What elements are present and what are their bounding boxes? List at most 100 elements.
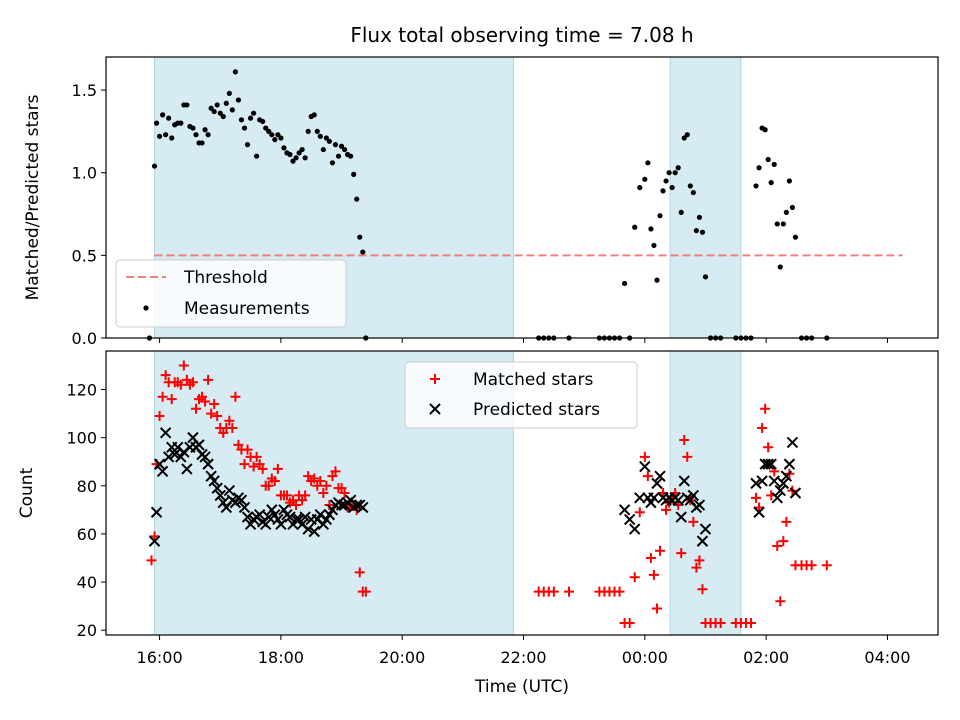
legend-predicted-label: Predicted stars: [473, 400, 600, 420]
predicted-point: [618, 504, 631, 516]
predicted-point: [153, 458, 166, 470]
measurement-point: [305, 128, 311, 134]
measurement-point: [260, 118, 266, 125]
matched-point: [548, 586, 559, 597]
measurement-point: [690, 189, 696, 196]
matched-point: [806, 560, 817, 571]
measurement-point: [302, 155, 308, 161]
measurement-point: [777, 264, 783, 270]
predicted-point: [634, 492, 646, 504]
measurement-point: [269, 132, 275, 138]
measurement-point: [156, 133, 163, 139]
measurement-point: [666, 170, 672, 176]
legend-predicted-swatch: [429, 403, 441, 415]
measurement-point: [663, 178, 669, 184]
measurement-point: [675, 165, 681, 171]
matched-point: [634, 507, 645, 518]
y-tick-label: 120: [66, 381, 97, 400]
matched-point: [321, 480, 332, 491]
predicted-point: [181, 463, 193, 475]
matched-point: [224, 415, 235, 426]
y-tick-label: 100: [66, 429, 97, 448]
x-tick-label: 00:00: [622, 648, 668, 667]
matched-point: [339, 488, 350, 498]
matched-point: [315, 475, 326, 486]
measurement-point: [208, 105, 214, 111]
matched-point: [642, 471, 653, 482]
measurement-point: [266, 128, 272, 134]
predicted-point: [263, 511, 275, 523]
measurement-point: [317, 133, 323, 139]
measurement-point: [762, 127, 768, 133]
measurement-point: [211, 108, 217, 115]
predicted-point: [648, 492, 660, 504]
measurement-point: [632, 224, 638, 230]
measurement-point: [323, 135, 329, 141]
measurement-point: [190, 125, 196, 131]
measurement-point: [642, 176, 648, 182]
matched-point: [154, 410, 165, 421]
legend: Threshold Measurements: [115, 259, 347, 328]
predicted-point: [275, 518, 287, 530]
measurement-point: [354, 196, 360, 202]
predicted-point: [651, 477, 663, 490]
predicted-point: [780, 470, 793, 482]
matched-point: [269, 475, 280, 486]
measurement-point: [783, 209, 789, 215]
legend-box: [404, 361, 638, 429]
matched-point: [679, 435, 690, 446]
predicted-point: [148, 535, 161, 547]
predicted-point: [214, 489, 226, 502]
measurement-point: [296, 150, 302, 156]
measurement-point: [681, 135, 687, 141]
matched-point: [564, 586, 575, 597]
predicted-point: [351, 499, 363, 511]
predicted-point: [208, 475, 220, 487]
predicted-point: [223, 484, 236, 497]
measurement-point: [202, 127, 208, 133]
matched-point: [639, 451, 650, 462]
matched-point: [251, 451, 262, 462]
y-tick-label: 80: [77, 477, 97, 496]
measurement-point: [332, 142, 339, 148]
predicted-point: [335, 499, 348, 511]
matched-point: [629, 572, 640, 583]
measurement-point: [241, 125, 248, 131]
measurement-point: [205, 132, 211, 138]
matched-point: [230, 391, 241, 402]
matched-point: [257, 463, 268, 474]
measurement-point: [765, 156, 771, 163]
measurement-point: [250, 110, 257, 116]
measurement-point: [254, 153, 260, 159]
measurement-point: [178, 120, 184, 126]
x-tick-label: 16:00: [137, 648, 183, 667]
predicted-point: [672, 494, 684, 506]
legend: Matched stars Predicted stars: [404, 361, 638, 429]
y-tick-label: 1.0: [72, 164, 97, 183]
y-tick-label: 40: [77, 573, 97, 592]
measurement-point: [220, 113, 226, 120]
legend-measurement-label: Measurements: [184, 299, 310, 319]
matched-point: [688, 516, 699, 527]
y-tick-label: 1.5: [72, 81, 97, 100]
y-tick-label: 0.0: [72, 329, 97, 348]
predicted-point: [768, 475, 780, 487]
measurement-point: [657, 213, 663, 219]
measurement-point: [278, 135, 284, 141]
chart-title: Flux total observing time = 7.08 h: [350, 23, 693, 47]
measurement-point: [756, 165, 762, 171]
matched-point: [146, 555, 157, 566]
matched-point: [318, 488, 329, 498]
matched-point: [651, 603, 662, 614]
predicted-point: [162, 451, 175, 463]
measurement-point: [351, 171, 357, 177]
x-axis-label: Time (UTC): [474, 677, 569, 697]
measurement-point: [163, 132, 169, 138]
measurement-point: [702, 274, 709, 280]
measurement-point: [669, 184, 675, 191]
measurement-point: [780, 221, 786, 227]
measurement-point: [235, 97, 242, 103]
measurement-point: [281, 145, 287, 151]
matched-point: [206, 408, 217, 419]
matched-point: [209, 398, 220, 409]
